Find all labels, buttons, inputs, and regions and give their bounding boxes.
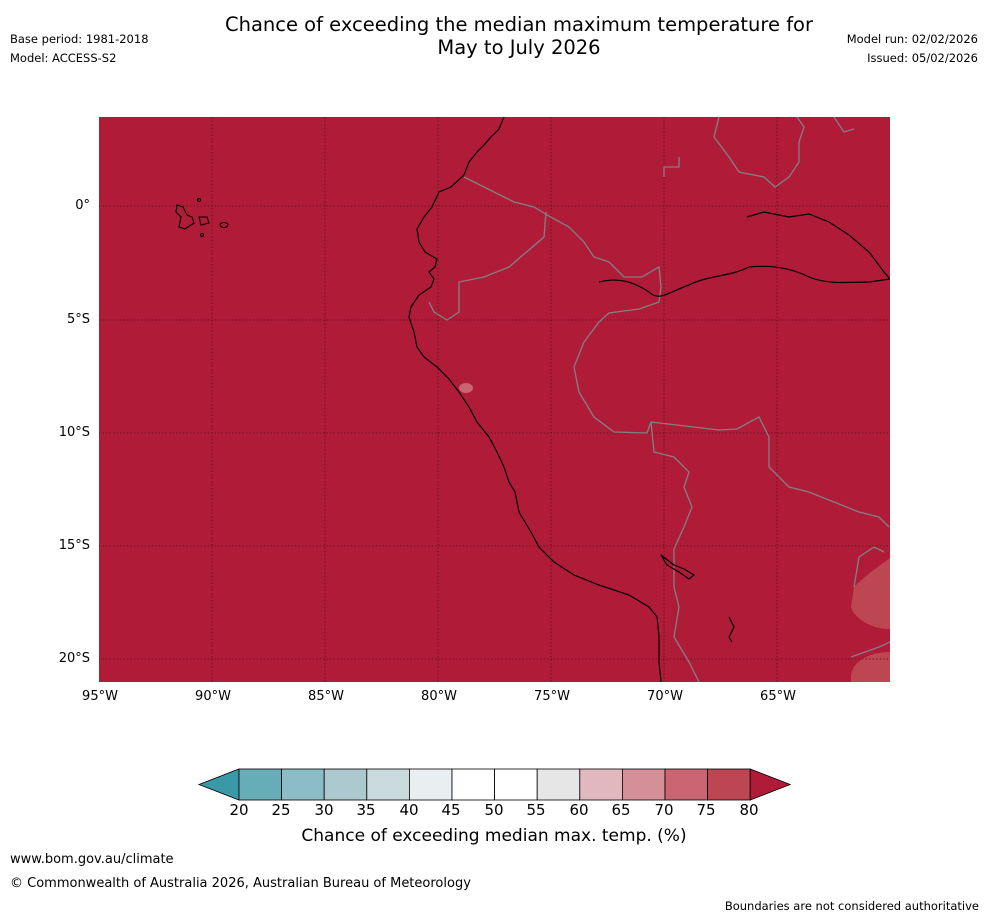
cb-label-35: 35 bbox=[356, 801, 376, 819]
footer-copyright: © Commonwealth of Australia 2026, Austra… bbox=[10, 876, 471, 891]
lon-label-70w: 70°W bbox=[647, 689, 683, 704]
cb-label-65: 65 bbox=[611, 801, 631, 819]
lon-label-75w: 75°W bbox=[534, 689, 570, 704]
cb-label-50: 50 bbox=[484, 801, 504, 819]
title-line-1: Chance of exceeding the median maximum t… bbox=[224, 13, 814, 36]
colorbar-segment bbox=[621, 768, 666, 801]
lon-label-85w: 85°W bbox=[308, 689, 344, 704]
base-period: Base period: 1981-2018 bbox=[10, 32, 149, 46]
lon-label-80w: 80°W bbox=[421, 689, 457, 704]
country-borders bbox=[428, 117, 890, 682]
title-line-2: May to July 2026 bbox=[437, 36, 601, 59]
lon-label-65w: 65°W bbox=[760, 689, 796, 704]
colorbar-extend-low bbox=[197, 768, 240, 801]
cb-label-80: 80 bbox=[739, 801, 759, 819]
lat-label-10s: 10°S bbox=[58, 425, 90, 440]
cb-label-20: 20 bbox=[229, 801, 249, 819]
meta-right: Model run: 02/02/2026 Issued: 05/02/2026 bbox=[847, 30, 978, 68]
lon-label-90w: 90°W bbox=[195, 689, 231, 704]
cb-label-45: 45 bbox=[441, 801, 461, 819]
cb-label-75: 75 bbox=[696, 801, 716, 819]
model-name: Model: ACCESS-S2 bbox=[10, 51, 117, 65]
map-panel bbox=[99, 117, 890, 682]
lat-label-5s: 5°S bbox=[66, 312, 90, 327]
colorbar-segment bbox=[408, 768, 453, 801]
colorbar bbox=[197, 768, 792, 801]
colorbar-segment bbox=[281, 768, 325, 801]
lon-label-95w: 95°W bbox=[82, 689, 118, 704]
colorbar-segment bbox=[494, 768, 538, 801]
cb-label-70: 70 bbox=[654, 801, 674, 819]
probability-patch-peru bbox=[459, 383, 473, 393]
footer-url[interactable]: www.bom.gov.au/climate bbox=[10, 852, 174, 867]
footer-disclaimer: Boundaries are not considered authoritat… bbox=[724, 899, 979, 913]
cb-label-60: 60 bbox=[569, 801, 589, 819]
meta-left: Base period: 1981-2018 Model: ACCESS-S2 bbox=[10, 30, 149, 68]
cb-label-40: 40 bbox=[399, 801, 419, 819]
colorbar-segment bbox=[579, 768, 623, 801]
cb-label-30: 30 bbox=[314, 801, 334, 819]
map-fill bbox=[99, 117, 890, 682]
colorbar-title: Chance of exceeding median max. temp. (%… bbox=[301, 826, 687, 846]
colorbar-segment bbox=[664, 768, 708, 801]
probability-patch-east bbox=[851, 557, 890, 629]
graticule bbox=[99, 117, 890, 682]
lat-label-15s: 15°S bbox=[58, 538, 90, 553]
issued-date: Issued: 05/02/2026 bbox=[867, 51, 978, 65]
colorbar-segment bbox=[451, 768, 495, 801]
colorbar-extend-high bbox=[749, 768, 792, 801]
cb-label-55: 55 bbox=[526, 801, 546, 819]
lat-label-20s: 20°S bbox=[58, 651, 90, 666]
colorbar-segment bbox=[238, 768, 282, 801]
colorbar-segment bbox=[707, 768, 751, 801]
lat-label-0: 0° bbox=[75, 198, 90, 213]
model-run: Model run: 02/02/2026 bbox=[846, 32, 978, 46]
cb-label-25: 25 bbox=[271, 801, 291, 819]
colorbar-segment bbox=[323, 768, 368, 801]
galapagos-islands bbox=[175, 197, 229, 238]
colorbar-segment bbox=[536, 768, 581, 801]
colorbar-segment bbox=[366, 768, 410, 801]
probability-patch-southeast bbox=[851, 652, 890, 682]
coastlines bbox=[408, 117, 890, 682]
map-title: Chance of exceeding the median maximum t… bbox=[0, 13, 988, 59]
